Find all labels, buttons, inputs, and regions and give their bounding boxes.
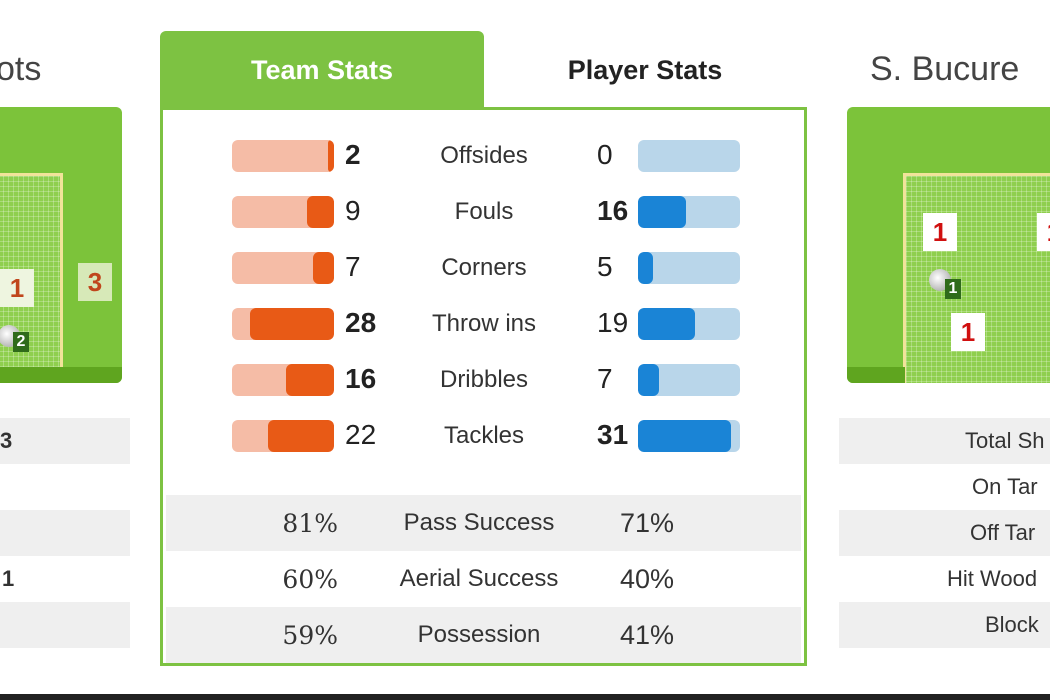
away-value: 41% bbox=[620, 619, 675, 650]
away-bar bbox=[638, 308, 740, 340]
home-bar bbox=[232, 420, 334, 452]
stat-label: Pass Success bbox=[403, 509, 555, 536]
home-bar-fill bbox=[250, 308, 334, 340]
home-value: 9 bbox=[345, 195, 361, 226]
away-bar-fill bbox=[638, 420, 731, 452]
away-value: 5 bbox=[597, 251, 613, 282]
away-bar-fill bbox=[638, 252, 653, 284]
away-shot-pitch: 1 1 1 1 bbox=[847, 107, 1050, 383]
away-bar-fill bbox=[638, 364, 659, 396]
stat-label: Offsides bbox=[440, 142, 528, 169]
away-value: 31 bbox=[597, 419, 629, 450]
away-bar bbox=[638, 364, 740, 396]
away-value: 40% bbox=[620, 563, 675, 594]
home-bar-fill bbox=[328, 140, 334, 172]
pct-row: 81% Pass Success 71% bbox=[166, 495, 801, 551]
away-value: 71% bbox=[620, 507, 675, 538]
stat-label: Throw ins bbox=[431, 310, 537, 337]
away-bar bbox=[638, 196, 740, 228]
away-bar-fill bbox=[638, 196, 686, 228]
away-goals: 1 bbox=[945, 279, 961, 299]
home-bar-fill bbox=[313, 252, 334, 284]
stat-label: Possession bbox=[417, 621, 541, 648]
pct-row: 59% Possession 41% bbox=[166, 607, 801, 663]
home-team-title: ots bbox=[0, 50, 42, 88]
away-value: 0 bbox=[597, 139, 613, 170]
stat-label: Block bbox=[985, 612, 1039, 637]
stat-label: Corners bbox=[441, 254, 527, 281]
stat-label: Dribbles bbox=[439, 366, 529, 393]
home-shot-stats: 3 1 bbox=[0, 418, 130, 648]
stat-label: On Tar bbox=[972, 474, 1038, 499]
away-bar bbox=[638, 420, 740, 452]
home-bar-fill bbox=[268, 420, 334, 452]
home-shot-pitch: 1 3 2 bbox=[0, 107, 122, 383]
pct-row: 60% Aerial Success 40% bbox=[166, 551, 801, 607]
home-value: 28 bbox=[345, 307, 377, 338]
home-bar-fill bbox=[307, 196, 334, 228]
home-value: 22 bbox=[345, 419, 377, 450]
away-zone-count: 1 bbox=[1037, 213, 1050, 251]
home-value: 7 bbox=[345, 251, 361, 282]
away-zone-count: 1 bbox=[923, 213, 957, 251]
away-value: 16 bbox=[597, 195, 629, 226]
home-bar bbox=[232, 364, 334, 396]
stat-label: Tackles bbox=[443, 422, 525, 449]
home-value: 2 bbox=[345, 139, 361, 170]
home-bar-fill bbox=[286, 364, 334, 396]
tab-team-stats[interactable]: Team Stats bbox=[160, 31, 484, 109]
away-value: 7 bbox=[597, 363, 613, 394]
home-stat-value: 3 bbox=[0, 428, 13, 453]
home-value: 60% bbox=[282, 564, 338, 594]
stat-label: Total Sh bbox=[965, 428, 1045, 453]
away-zone-count: 1 bbox=[951, 313, 985, 351]
team-stats-panel: 81% Pass Success 71% 60% Aerial Success … bbox=[160, 107, 807, 666]
home-value: 16 bbox=[345, 363, 377, 394]
home-bar bbox=[232, 308, 334, 340]
away-bar-fill bbox=[638, 308, 695, 340]
stat-label: Hit Wood bbox=[947, 566, 1038, 591]
home-bar bbox=[232, 196, 334, 228]
home-bar bbox=[232, 252, 334, 284]
home-value: 59% bbox=[282, 620, 338, 650]
away-team-title: S. Bucure bbox=[870, 50, 1020, 88]
away-shot-stats: Total Sh On Tar Off Tar Hit Wood Block bbox=[839, 418, 1050, 648]
home-zone-count: 1 bbox=[0, 269, 34, 307]
home-bar bbox=[232, 140, 334, 172]
home-stat-value: 1 bbox=[2, 566, 15, 591]
tab-player-stats[interactable]: Player Stats bbox=[567, 54, 723, 85]
away-penalty-box bbox=[903, 173, 1050, 383]
home-goals: 2 bbox=[13, 332, 29, 352]
away-value: 19 bbox=[597, 307, 629, 338]
home-zone-count: 3 bbox=[78, 263, 112, 301]
stat-label: Fouls bbox=[454, 198, 514, 225]
home-value: 81% bbox=[282, 508, 338, 538]
away-bar bbox=[638, 140, 740, 172]
away-bar bbox=[638, 252, 740, 284]
stat-label: Off Tar bbox=[970, 520, 1036, 545]
stat-label: Aerial Success bbox=[399, 565, 559, 592]
